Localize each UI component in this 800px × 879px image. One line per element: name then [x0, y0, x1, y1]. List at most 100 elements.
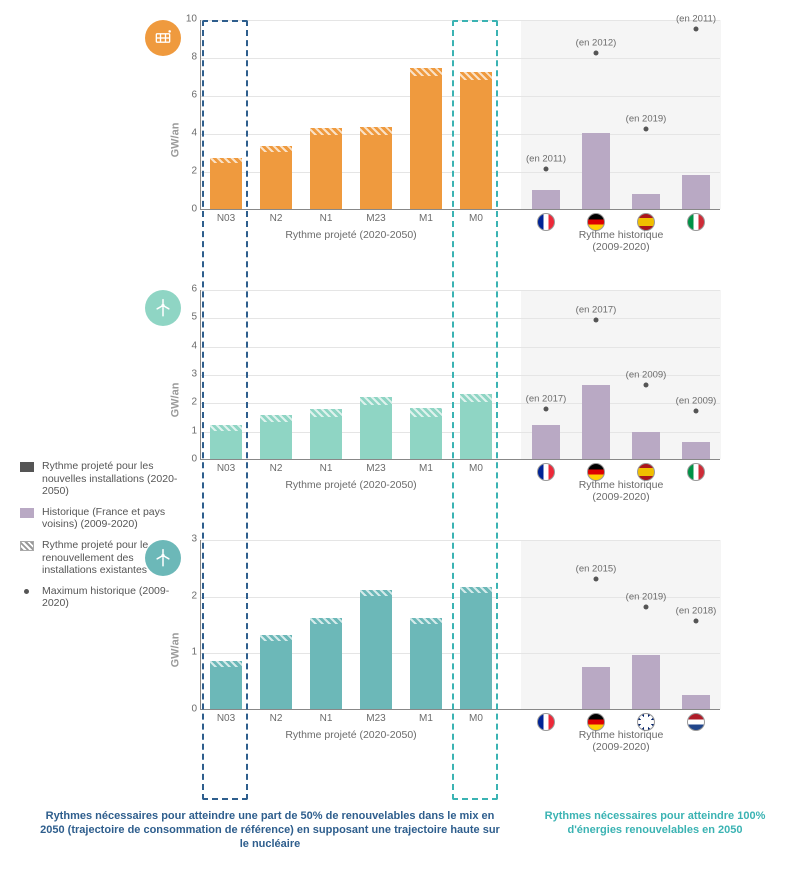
historic-sublabel: Rythme historique (2009-2020) [579, 729, 664, 753]
bar-hatch [360, 127, 392, 135]
historic-shade [521, 540, 721, 709]
plot-area: 0246810N03N2N1M23M1M0Rythme projeté (202… [200, 20, 720, 210]
chart-panel-solar: GW/an0246810N03N2N1M23M1M0Rythme projeté… [200, 20, 760, 260]
max-dot-label: (en 2012) [576, 38, 617, 49]
plot-area: 0123N03N2N1M23M1M0Rythme projeté (2020-2… [200, 540, 720, 710]
bar-historic [632, 194, 660, 209]
max-dot [694, 408, 699, 413]
bar-hatch [310, 409, 342, 416]
bar-hatch [310, 128, 342, 135]
bar-hatch [410, 68, 442, 76]
y-tick: 1 [181, 425, 197, 436]
bar-hatch [260, 415, 292, 422]
projected-sublabel: Rythme projeté (2020-2050) [285, 229, 416, 241]
y-tick: 0 [181, 704, 197, 715]
y-tick: 3 [181, 534, 197, 545]
y-tick: 0 [181, 204, 197, 215]
max-dot-label: (en 2015) [576, 563, 617, 574]
flag-it-icon [687, 463, 705, 484]
max-dot-label: (en 2009) [626, 370, 667, 381]
bar-hatch [310, 618, 342, 624]
x-tick: M23 [366, 463, 385, 474]
y-tick: 1 [181, 647, 197, 658]
x-tick: N2 [270, 713, 283, 724]
y-axis-label: GW/an [169, 633, 181, 668]
max-dot-label: (en 2011) [676, 13, 716, 24]
bar-projected [360, 397, 392, 459]
bar-hatch [360, 397, 392, 406]
wind-turbine-icon [145, 540, 181, 576]
x-tick: N03 [217, 463, 235, 474]
y-tick: 2 [181, 590, 197, 601]
grid-line [201, 540, 720, 541]
bar-hatch [410, 618, 442, 624]
x-tick: N2 [270, 463, 283, 474]
bar-hatch [360, 590, 392, 596]
x-tick: M0 [469, 463, 483, 474]
max-dot [594, 576, 599, 581]
max-dot [644, 127, 649, 132]
x-tick: M0 [469, 713, 483, 724]
y-tick: 3 [181, 369, 197, 380]
max-dot [694, 619, 699, 624]
bar-projected [410, 408, 442, 459]
bar-projected [360, 127, 392, 209]
grid-line [201, 20, 720, 21]
x-tick: M23 [366, 213, 385, 224]
bar-historic [532, 425, 560, 459]
y-tick: 6 [181, 284, 197, 295]
max-dot [644, 383, 649, 388]
flag-fr-icon [537, 713, 555, 734]
max-dot-label: (en 2019) [626, 114, 667, 125]
max-dot-label: (en 2017) [526, 394, 567, 405]
legend-swatch-icon [20, 508, 34, 518]
y-tick: 10 [181, 14, 197, 25]
x-tick: M1 [419, 213, 433, 224]
legend-label: Historique (France et pays voisins) (200… [42, 506, 180, 531]
max-dot [644, 605, 649, 610]
max-dot [694, 26, 699, 31]
projected-sublabel: Rythme projeté (2020-2050) [285, 479, 416, 491]
bar-projected [460, 587, 492, 709]
chart-panel-wind-offshore: GW/an0123N03N2N1M23M1M0Rythme projeté (2… [200, 540, 760, 760]
legend-swatch-icon [20, 462, 34, 472]
max-dot-label: (en 2019) [626, 592, 667, 603]
max-dot-label: (en 2009) [676, 395, 717, 406]
legend-row: Maximum historique (2009-2020) [20, 585, 180, 610]
wind-turbine-icon [145, 290, 181, 326]
y-axis-label: GW/an [169, 383, 181, 418]
legend-row: Rythme projeté pour les nouvelles instal… [20, 460, 180, 498]
historic-sublabel: Rythme historique (2009-2020) [579, 479, 664, 503]
legend-label: Rythme projeté pour les nouvelles instal… [42, 460, 180, 498]
y-tick: 0 [181, 454, 197, 465]
bar-projected [260, 146, 292, 209]
max-dot-label: (en 2017) [576, 305, 617, 316]
bar-projected [460, 72, 492, 209]
bar-projected [360, 590, 392, 709]
bar-projected [210, 158, 242, 209]
bar-projected [210, 661, 242, 709]
page-root: Rythme projeté pour les nouvelles instal… [0, 0, 800, 879]
max-dot [594, 318, 599, 323]
flag-fr-icon [537, 463, 555, 484]
x-tick: N03 [217, 713, 235, 724]
solar-panel-icon [145, 20, 181, 56]
bar-historic [682, 695, 710, 709]
y-tick: 2 [181, 166, 197, 177]
legend: Rythme projeté pour les nouvelles instal… [20, 460, 180, 618]
grid-line [201, 58, 720, 59]
flag-fr-icon [537, 213, 555, 234]
x-tick: N1 [320, 713, 333, 724]
chart-panel-wind-onshore: GW/an0123456N03N2N1M23M1M0Rythme projeté… [200, 290, 760, 510]
annotation-left: Rythmes nécessaires pour atteindre une p… [40, 810, 500, 851]
bar-historic [582, 133, 610, 209]
annotation-right: Rythmes nécessaires pour atteindre 100% … [540, 810, 770, 838]
y-tick: 6 [181, 90, 197, 101]
x-tick: M1 [419, 463, 433, 474]
x-tick: M23 [366, 713, 385, 724]
y-tick: 5 [181, 312, 197, 323]
bar-projected [210, 425, 242, 459]
x-tick: M0 [469, 213, 483, 224]
bar-historic [682, 175, 710, 209]
grid-line [201, 347, 720, 348]
